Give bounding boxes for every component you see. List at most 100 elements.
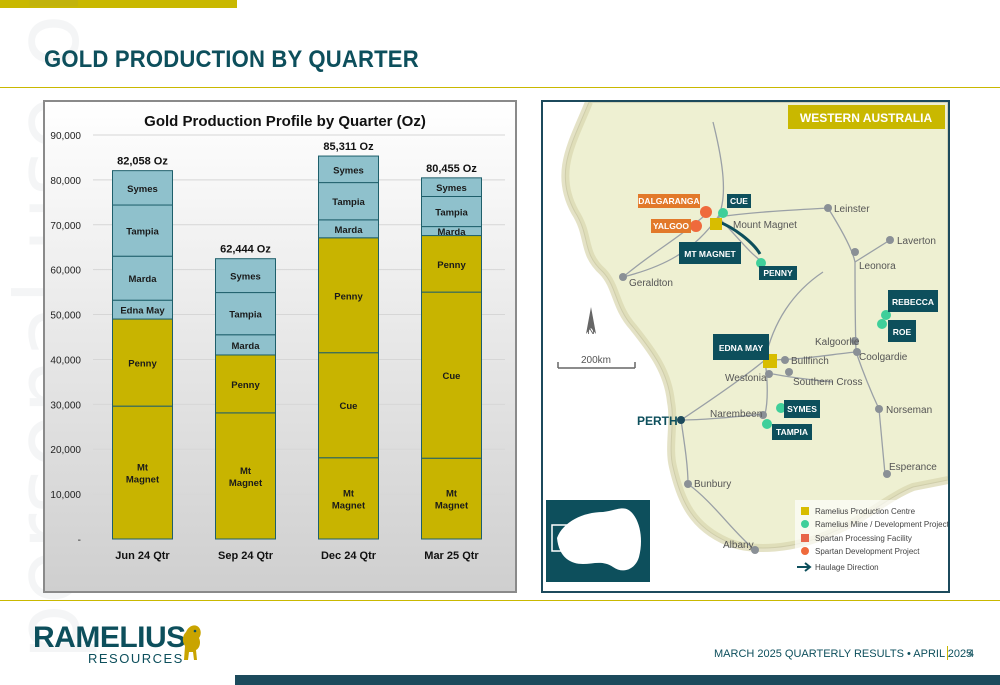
town-geraldton: Geraldton xyxy=(629,278,673,289)
town-coolgardie: Coolgardie xyxy=(859,352,908,363)
map-title-badge xyxy=(788,105,945,129)
y-tick-label: 10,000 xyxy=(50,490,81,501)
town-marker xyxy=(781,356,789,364)
town-albany: Albany xyxy=(723,540,754,551)
segment-label: Marda xyxy=(438,227,467,238)
map-title: WESTERN AUSTRALIA xyxy=(800,111,933,125)
site-label-mt-magnet: MT MAGNET xyxy=(684,249,736,259)
town-marker xyxy=(677,416,685,424)
segment-label: Penny xyxy=(334,291,363,302)
site-marker-roe xyxy=(877,319,887,329)
site-label-box xyxy=(713,334,769,360)
site-label-box xyxy=(651,219,691,233)
bar-segment xyxy=(421,177,482,197)
segment-label: Mt xyxy=(240,466,252,477)
town-marker xyxy=(851,248,859,256)
y-tick-label: 40,000 xyxy=(50,355,81,366)
town-marker xyxy=(883,470,891,478)
segment-label: Cue xyxy=(340,401,358,412)
town-marker xyxy=(853,348,861,356)
bar-total-label: 85,311 Oz xyxy=(323,141,374,153)
segment-label: Penny xyxy=(437,260,466,271)
segment-label: Marda xyxy=(335,225,364,236)
chart-title: Gold Production Profile by Quarter (Oz) xyxy=(144,113,426,130)
segment-label: Mt xyxy=(446,489,458,500)
town-marker xyxy=(886,236,894,244)
bar-segment xyxy=(421,291,482,459)
bar-segment xyxy=(318,352,379,459)
location-highlight-box xyxy=(551,524,575,552)
town-perth: PERTH xyxy=(637,414,678,428)
town-marker xyxy=(785,368,793,376)
segment-label: Cue xyxy=(443,371,461,382)
segment-label: Magnet xyxy=(435,501,469,512)
site-label-box xyxy=(679,242,741,264)
site-label-rebecca: REBECCA xyxy=(892,297,934,307)
segment-label: Tampia xyxy=(332,197,365,208)
site-label-box xyxy=(888,320,916,342)
footer-separator xyxy=(947,646,948,660)
legend-swatch-processing xyxy=(801,534,809,542)
town-leinster: Leinster xyxy=(834,204,870,215)
town-esperance: Esperance xyxy=(889,462,937,473)
segment-label: Marda xyxy=(129,274,158,285)
town-southern-cross: Southern Cross xyxy=(793,377,862,388)
bar-segment xyxy=(112,405,173,540)
segment-label: Symes xyxy=(333,165,364,176)
town-norseman: Norseman xyxy=(886,405,932,416)
segment-label: Mt xyxy=(137,463,149,474)
bar-segment xyxy=(318,237,379,354)
footer-text: MARCH 2025 QUARTERLY RESULTS • APRIL 202… xyxy=(714,648,973,660)
legend-label-0: Ramelius Production Centre xyxy=(815,507,916,516)
segment-label: Marda xyxy=(232,341,261,352)
page-number: 4 xyxy=(968,648,975,660)
x-tick-label: Dec 24 Qtr xyxy=(321,550,377,562)
site-label-symes: SYMES xyxy=(787,404,817,414)
town-marker xyxy=(619,273,627,281)
bar-total-label: 82,058 Oz xyxy=(117,156,168,168)
town-westonia: Westonia xyxy=(725,373,767,384)
site-marker-tampia xyxy=(762,419,772,429)
segment-label: Penny xyxy=(231,380,260,391)
town-marker xyxy=(851,337,859,345)
site-marker-penny xyxy=(756,258,766,268)
bar-segment xyxy=(112,170,173,206)
site-marker-dalgaranga xyxy=(700,206,712,218)
town-marker xyxy=(751,546,759,554)
y-tick-label: 60,000 xyxy=(50,266,81,277)
y-tick-label: - xyxy=(78,535,81,546)
site-label-penny: PENNY xyxy=(763,268,793,278)
north-arrow-icon xyxy=(586,307,596,334)
town-marker xyxy=(759,411,767,419)
bottom-band xyxy=(235,675,1000,685)
scale-label: 200km xyxy=(581,355,611,366)
bar-segment xyxy=(215,412,276,540)
site-label-dalgaranga: DALGARANGA xyxy=(638,196,699,206)
bar-segment xyxy=(318,155,379,184)
town-bullfinch: Bullfinch xyxy=(791,356,829,367)
segment-label: Symes xyxy=(436,183,467,194)
town-leonora: Leonora xyxy=(859,261,896,272)
site-marker-yalgoo xyxy=(690,220,702,232)
north-arrow-label: N xyxy=(587,326,594,337)
bar-segment xyxy=(421,235,482,293)
footer-divider xyxy=(0,600,1000,601)
segment-label: Magnet xyxy=(229,478,263,489)
segment-label: Magnet xyxy=(126,475,160,486)
legend-swatch-mine xyxy=(801,520,809,528)
site-label-box xyxy=(772,424,812,440)
bar-segment xyxy=(215,292,276,336)
bar-segment xyxy=(421,195,482,228)
legend-swatch-production-centre xyxy=(801,507,809,515)
haulage-arrow xyxy=(718,220,762,255)
chart-panel: Gold Production Profile by Quarter (Oz) … xyxy=(43,100,517,593)
site-label-tampia: TAMPIA xyxy=(776,427,808,437)
legend-swatch-haulage xyxy=(797,562,812,572)
segment-label: Symes xyxy=(230,272,261,283)
page-title: GOLD PRODUCTION BY QUARTER xyxy=(44,46,419,73)
bar-segment xyxy=(215,258,276,294)
site-marker-rebecca xyxy=(881,310,891,320)
segment-label: Tampia xyxy=(435,208,468,219)
company-logo-sub: RESOURCES xyxy=(88,651,184,666)
